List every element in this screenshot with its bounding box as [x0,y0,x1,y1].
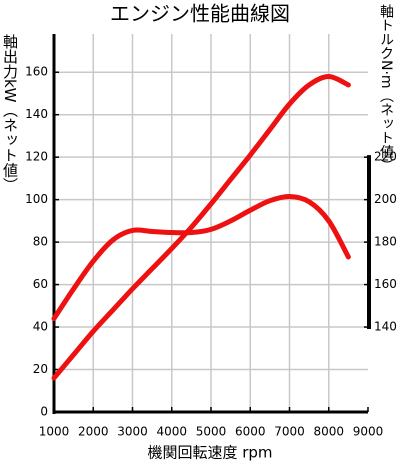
y-tick-label: 120 [25,150,48,164]
x-tick-label: 7000 [274,425,305,439]
x-tick-label: 5000 [196,425,227,439]
y-tick-label: 60 [33,277,48,291]
y2-axis-title: 軸トルクN·m（ネット値） [378,4,394,173]
x-tick-label: 1000 [39,425,70,439]
y2-tick-label: 180 [374,235,397,249]
line-series [51,193,351,322]
y-tick-label: 20 [33,362,48,376]
y-tick-label: 100 [25,192,48,206]
y-axis-title: 軸出力kW（ネット値） [1,34,19,193]
y-tick-label: 0 [40,405,48,419]
chart-title: エンジン性能曲線図 [110,2,290,26]
x-tick-label: 8000 [313,425,344,439]
y-tick-label: 80 [33,235,48,249]
y-tick-label: 140 [25,107,48,121]
y2-tick-label: 140 [374,320,397,334]
y2-tick-label: 200 [374,192,397,206]
y-tick-label: 160 [25,65,48,79]
x-tick-label: 3000 [117,425,148,439]
y2-tick-label: 160 [374,277,397,291]
x-tick-label: 6000 [235,425,266,439]
x-tick-label: 9000 [353,425,384,439]
line-series [51,73,351,381]
x-tick-label: 4000 [156,425,187,439]
y-tick-label: 40 [33,320,48,334]
x-tick-label: 2000 [78,425,109,439]
x-axis-title: 機関回転速度 rpm [147,444,272,462]
y2-tick-label: 220 [374,150,397,164]
